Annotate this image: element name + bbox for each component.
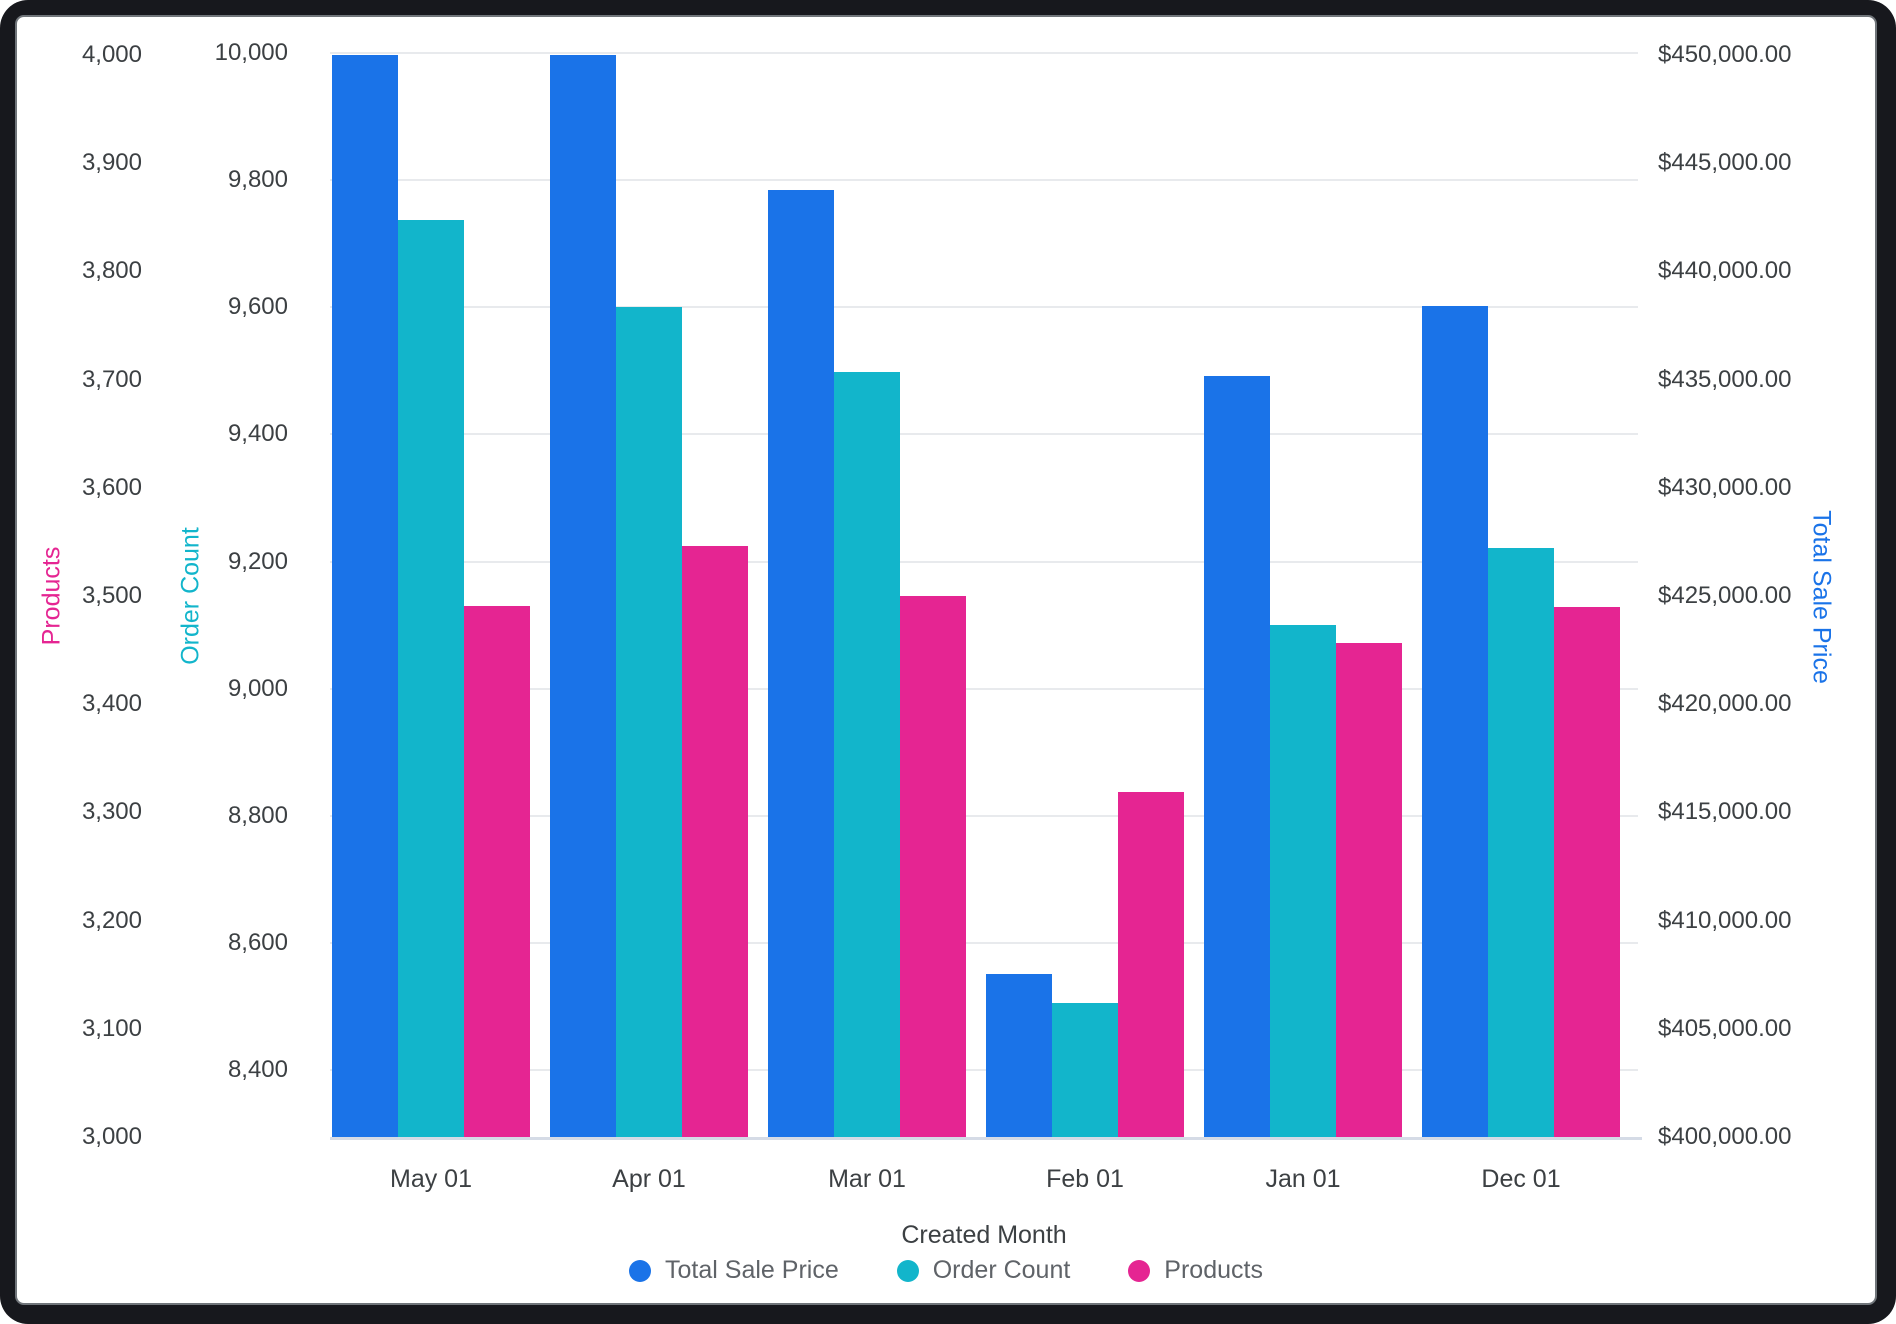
x-axis-line (330, 1137, 1642, 1140)
bar-order-count-mar-01[interactable] (834, 372, 900, 1137)
price-axis-tick: $400,000.00 (1658, 1123, 1792, 1150)
bar-products-dec-01[interactable] (1554, 606, 1620, 1137)
legend-dot-icon (1128, 1259, 1151, 1282)
gridline (330, 433, 1638, 436)
bar-order-count-jan-01[interactable] (1270, 625, 1336, 1137)
price-axis-tick: $445,000.00 (1658, 149, 1792, 177)
gridline-layer (17, 17, 1875, 1303)
chart-legend: Total Sale Price Order Count Products (17, 1256, 1875, 1285)
price-axis-tick: $425,000.00 (1658, 582, 1792, 609)
bar-products-mar-01[interactable] (900, 596, 966, 1137)
order-axis-tick: 8,400 (227, 1056, 288, 1084)
gridline (330, 687, 1638, 690)
x-axis-tick-jan-01: Jan 01 (1265, 1165, 1341, 1193)
bar-order-count-dec-01[interactable] (1488, 548, 1554, 1137)
bar-order-count-feb-01[interactable] (1052, 1002, 1118, 1137)
total-sale-price-axis-title: Total Sale Price (1807, 510, 1836, 684)
products-axis-tick: 3,800 (81, 257, 142, 285)
bar-total-sale-price-may-01[interactable] (332, 55, 398, 1137)
bar-total-sale-price-feb-01[interactable] (986, 973, 1052, 1137)
gridline (330, 1069, 1638, 1072)
axis-layer: 4,000 3,900 3,800 3,700 3,600 3,500 3,400 3,300… (17, 17, 1875, 1303)
gridline (330, 814, 1638, 817)
products-axis-tick: 3,100 (81, 1014, 142, 1042)
legend-dot-icon (629, 1259, 652, 1282)
products-axis-tick: 4,000 (81, 41, 142, 68)
products-axis-tick: 3,300 (81, 798, 142, 826)
x-axis-tick-may-01: May 01 (390, 1165, 472, 1193)
bar-products-apr-01[interactable] (682, 546, 748, 1137)
gridline (330, 560, 1638, 563)
order-axis-tick: 9,000 (227, 674, 288, 702)
products-axis-tick: 3,000 (81, 1123, 142, 1150)
products-axis-tick: 3,700 (81, 365, 142, 393)
bar-total-sale-price-jan-01[interactable] (1204, 376, 1270, 1137)
price-axis-tick: $415,000.00 (1658, 798, 1792, 826)
x-axis-tick-dec-01: Dec 01 (1481, 1165, 1561, 1193)
bar-total-sale-price-dec-01[interactable] (1422, 306, 1488, 1137)
bar-total-sale-price-apr-01[interactable] (550, 55, 616, 1137)
products-axis-tick: 3,900 (81, 149, 142, 177)
products-axis-title: Products (37, 546, 66, 646)
order-count-axis-title: Order Count (176, 527, 205, 665)
products-axis-tick: 3,200 (81, 906, 142, 934)
bar-products-feb-01[interactable] (1118, 791, 1184, 1137)
price-axis-tick: $420,000.00 (1658, 690, 1792, 718)
price-axis-tick: $430,000.00 (1658, 473, 1792, 501)
order-axis-tick: 9,600 (227, 293, 288, 321)
x-axis-title: Created Month (901, 1221, 1067, 1249)
order-axis-tick: 9,200 (227, 547, 288, 575)
order-axis-tick: 10,000 (214, 39, 288, 66)
order-axis-tick: 8,800 (227, 801, 288, 829)
order-axis-tick: 8,600 (227, 929, 288, 957)
price-axis-tick: $405,000.00 (1658, 1014, 1792, 1042)
gridline (330, 306, 1638, 309)
legend-dot-icon (896, 1259, 919, 1282)
legend-item-order-count[interactable]: Order Count (896, 1256, 1071, 1285)
legend-label: Total Sale Price (665, 1256, 839, 1284)
bar-products-jan-01[interactable] (1336, 642, 1402, 1137)
x-axis-tick-mar-01: Mar 01 (828, 1165, 906, 1193)
gridline (330, 52, 1638, 54)
gridline (330, 179, 1638, 182)
products-axis-tick: 3,600 (81, 473, 142, 501)
x-axis-tick-apr-01: Apr 01 (612, 1165, 686, 1193)
bar-products-may-01[interactable] (464, 605, 530, 1137)
gridline (330, 942, 1638, 945)
legend-item-total-sale-price[interactable]: Total Sale Price (629, 1256, 839, 1285)
legend-label: Products (1164, 1256, 1263, 1284)
bar-order-count-may-01[interactable] (398, 220, 464, 1137)
price-axis-tick: $435,000.00 (1658, 365, 1792, 393)
price-axis-tick: $440,000.00 (1658, 257, 1792, 285)
products-axis-tick: 3,500 (81, 582, 142, 609)
price-axis-tick: $410,000.00 (1658, 906, 1792, 934)
chart-card: 4,000 3,900 3,800 3,700 3,600 3,500 3,400 3,300… (15, 15, 1877, 1305)
bar-total-sale-price-mar-01[interactable] (768, 190, 834, 1137)
order-axis-tick: 9,400 (227, 420, 288, 448)
products-axis-tick: 3,400 (81, 690, 142, 718)
order-axis-tick: 9,800 (227, 166, 288, 194)
x-axis-tick-feb-01: Feb 01 (1046, 1165, 1124, 1193)
price-axis-tick: $450,000.00 (1658, 41, 1792, 68)
legend-item-products[interactable]: Products (1128, 1256, 1263, 1285)
bars-layer (17, 17, 1875, 1303)
legend-label: Order Count (932, 1256, 1071, 1284)
bar-order-count-apr-01[interactable] (616, 307, 682, 1137)
